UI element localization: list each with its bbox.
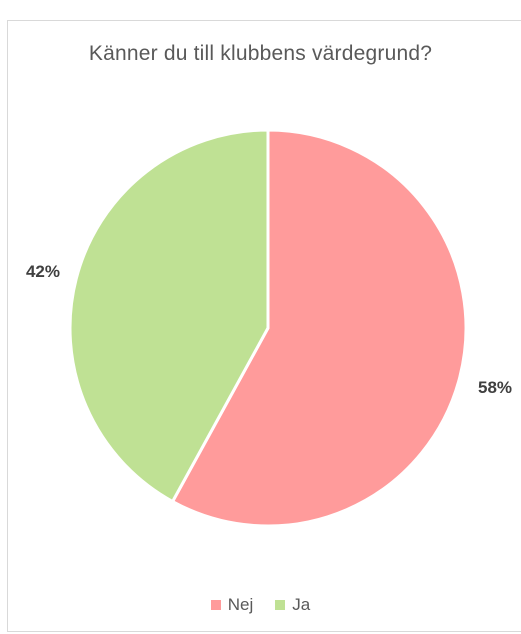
legend-label-ja: Ja — [292, 595, 311, 614]
data-label-nej: 58% — [478, 378, 512, 397]
legend-swatch-ja — [275, 600, 286, 610]
legend-item-ja: Ja — [275, 595, 310, 615]
legend: Nej Ja — [0, 595, 521, 615]
pie-slice-ja — [68, 128, 270, 504]
pie-data-labels: 58% 42% — [26, 262, 512, 397]
pie-slices — [68, 128, 468, 528]
data-label-ja: 42% — [26, 262, 60, 281]
legend-swatch-nej — [210, 600, 221, 610]
legend-item-nej: Nej — [210, 595, 254, 615]
chart-title: Känner du till klubbens värdegrund? — [88, 42, 433, 65]
pie-slice-nej — [170, 128, 468, 528]
legend-label-nej: Nej — [227, 595, 254, 614]
